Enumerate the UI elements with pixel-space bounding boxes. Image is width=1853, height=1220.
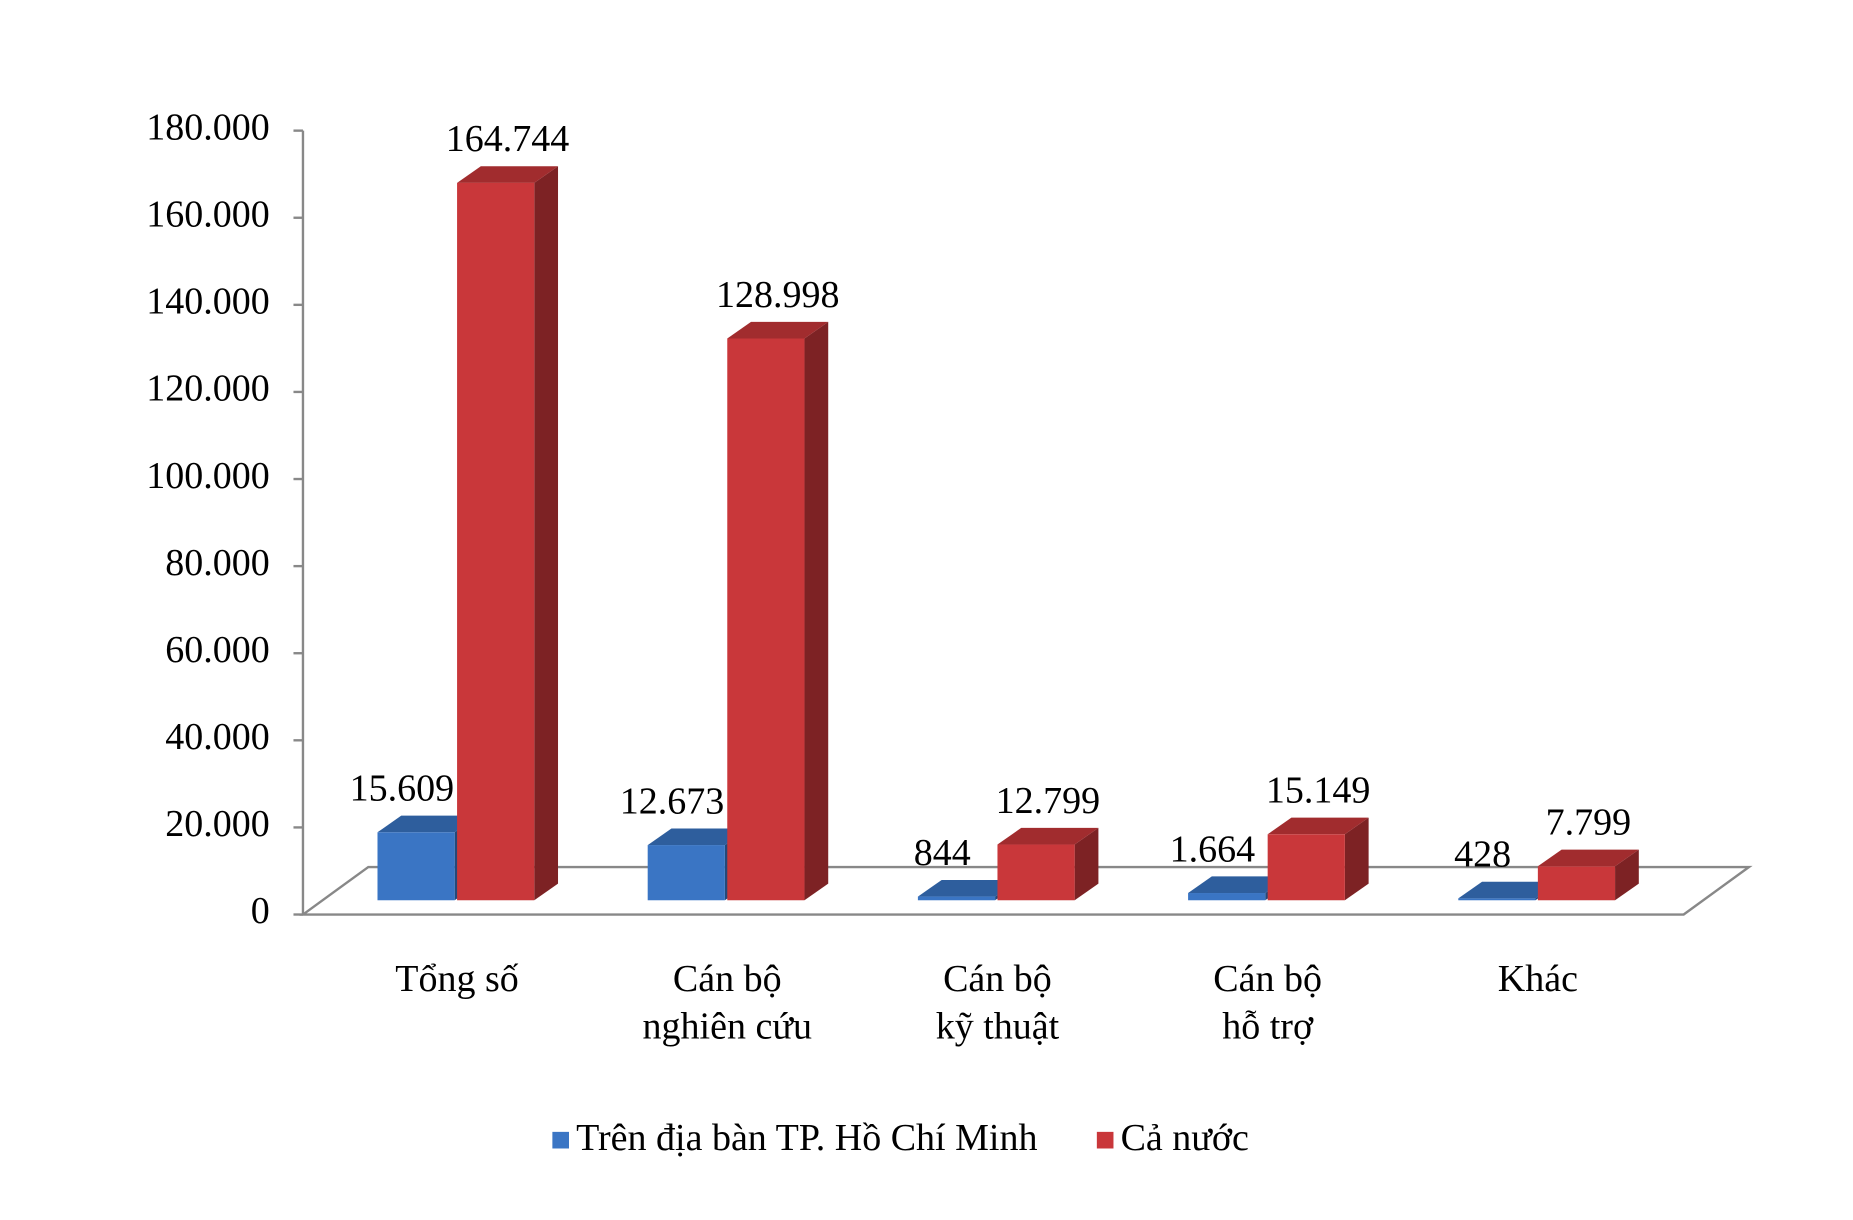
bar-front (727, 338, 805, 901)
x-tick-label: hỗ trợ (1222, 1005, 1314, 1047)
bar-top (727, 321, 829, 339)
y-tick-label: 0 (251, 890, 270, 932)
bar-top (647, 828, 749, 846)
bar-top (1267, 817, 1369, 835)
bar-front (1267, 834, 1345, 901)
bar-top (1458, 881, 1560, 899)
bar-front (917, 896, 996, 901)
value-label: 844 (914, 832, 971, 874)
bar-top (917, 879, 1019, 897)
y-tick-label: 120.000 (146, 368, 270, 410)
x-tick-label: Cán bộ (943, 958, 1052, 1000)
y-tick-label: 80.000 (165, 542, 269, 584)
legend-label: Trên địa bàn TP. Hồ Chí Minh (576, 1117, 1037, 1159)
bar-top (377, 815, 479, 833)
y-tick-label: 20.000 (165, 803, 269, 845)
x-tick-label: nghiên cứu (643, 1005, 812, 1047)
x-tick-label: Khác (1498, 958, 1578, 1000)
bar-front (1537, 866, 1616, 901)
bar (1537, 849, 1639, 901)
bar (997, 827, 1099, 901)
bar-top (1537, 849, 1639, 867)
bar (1267, 817, 1369, 901)
value-label: 1.664 (1170, 828, 1256, 870)
bar (727, 321, 829, 901)
y-tick-label: 100.000 (146, 455, 270, 497)
bar-top (457, 166, 559, 183)
value-label: 15.149 (1266, 770, 1371, 812)
bar-side (1344, 817, 1369, 901)
bar-side (1074, 827, 1099, 901)
bar (457, 166, 559, 901)
bar-front (1188, 893, 1266, 901)
value-label: 164.744 (446, 118, 570, 160)
value-label: 7.799 (1546, 802, 1632, 844)
x-tick-label: Tổng số (395, 958, 519, 1000)
x-tick-label: Cán bộ (673, 958, 782, 1000)
bar-side (804, 321, 829, 901)
bar-side (534, 166, 559, 901)
legend-label: Cả nước (1121, 1117, 1249, 1159)
y-tick-label: 60.000 (165, 629, 269, 671)
bar-side (1615, 849, 1639, 901)
x-tick-label: Cán bộ (1213, 958, 1322, 1000)
value-label: 428 (1454, 834, 1511, 876)
bar-front (1458, 898, 1536, 901)
value-label: 15.609 (350, 768, 455, 810)
bar-top (1188, 876, 1290, 894)
legend-swatch (1096, 1131, 1114, 1149)
y-tick-label: 160.000 (146, 193, 270, 235)
value-label: 12.673 (620, 780, 725, 822)
y-tick-label: 180.000 (146, 106, 270, 148)
bar-front (997, 844, 1075, 901)
bar-front (457, 182, 535, 901)
value-label: 128.998 (716, 274, 839, 316)
y-tick-label: 140.000 (146, 281, 270, 323)
bar-front (377, 832, 455, 901)
value-label: 12.799 (996, 780, 1100, 822)
bar-front (647, 845, 725, 901)
bar-top (997, 827, 1099, 845)
y-tick-label: 40.000 (165, 716, 269, 758)
legend-swatch (552, 1131, 570, 1149)
x-tick-label: kỹ thuật (936, 1005, 1060, 1047)
